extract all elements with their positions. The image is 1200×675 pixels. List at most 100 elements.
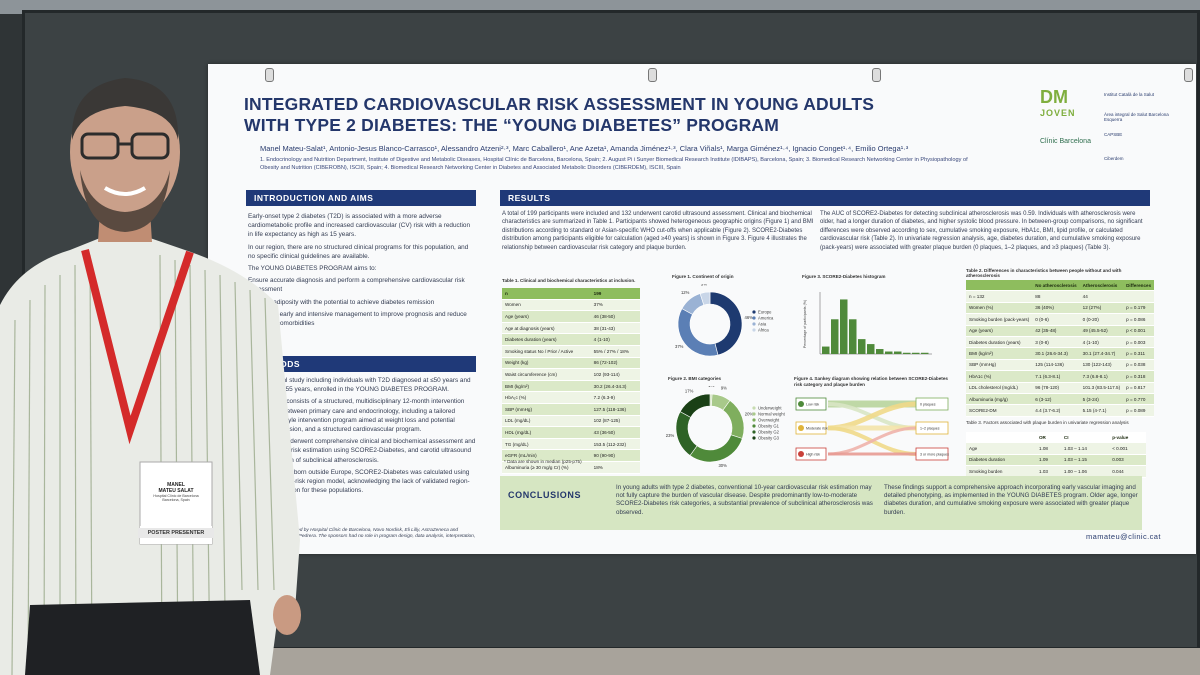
donut-slice xyxy=(675,411,698,456)
table-cell: 42 (35-48) xyxy=(1032,325,1080,337)
sankey-flow xyxy=(827,426,917,456)
table-cell: LDL (mg/dL) xyxy=(502,415,591,428)
legend-swatch xyxy=(752,436,756,440)
table-cell: 55% / 27% / 18% xyxy=(590,345,640,358)
histogram-bar xyxy=(867,344,875,354)
table-cell: BMI (kg/m²) xyxy=(502,380,591,393)
sankey-node-right xyxy=(915,447,949,461)
table-cell: Age xyxy=(966,442,1036,455)
figure3-histogram: Percentage of participants (%) xyxy=(803,292,932,355)
table-cell: HDL (mg/dL) xyxy=(502,426,591,439)
table-cell: 7.2 (6.3-9) xyxy=(590,391,640,404)
figure2-title: Figure 2. BMI categories xyxy=(668,376,722,381)
pushpin-icon xyxy=(265,68,274,82)
table-cell: 1.03 – 1.14 xyxy=(1060,442,1110,455)
dm-joven-subtitle: JOVEN xyxy=(1040,108,1076,118)
legend-label: Africa xyxy=(758,328,769,333)
slice-label: 1% xyxy=(708,386,714,388)
slice-label: 12% xyxy=(681,290,690,295)
table-row: BMI (kg/m²) 30.1 (26.6-34.3) 30.1 (27.4-34… xyxy=(966,347,1155,360)
slice-label: 46% xyxy=(744,315,753,320)
table-cell: Women (%) xyxy=(966,302,1033,315)
table-cell: Smoking burden (pack-years) xyxy=(966,313,1033,326)
histogram-bar xyxy=(858,339,866,354)
author-list: Manel Mateu-Salat¹, Antonio-Jesus Blanco… xyxy=(260,144,909,153)
table-row: Women (%) 36 (40%) 12 (27%) p = 0.179 xyxy=(966,302,1155,315)
table-cell: 49 (45.5-52) xyxy=(1079,325,1124,337)
table-row: SBP (mmHg) 125 (114-136) 130 (122-143) p = … xyxy=(966,359,1155,372)
sankey-node-left xyxy=(795,397,827,411)
table3-header-cell: OR xyxy=(1035,432,1061,444)
legend-swatch xyxy=(752,418,756,422)
table-cell: HbA₁c (%) xyxy=(502,391,591,404)
table-cell: 102 (87-125) xyxy=(590,415,640,428)
table-row: Age at diagnosis (years) 38 (31-43) xyxy=(502,322,640,335)
table-cell: Waist circumference (cm) xyxy=(502,368,591,381)
histogram-bar xyxy=(840,299,848,354)
sankey-node-left xyxy=(795,421,827,435)
table-row: HbA₁c (%) 7.2 (6.3-9) xyxy=(502,391,640,404)
legend-swatch xyxy=(752,328,756,332)
table-cell: p < 0.001 xyxy=(1123,325,1155,337)
risk-icon xyxy=(798,425,804,431)
slice-label: 20% xyxy=(745,411,754,416)
table-cell: Weight (kg) xyxy=(502,357,591,370)
legend-swatch xyxy=(752,322,756,326)
legend-label: Europe xyxy=(758,310,772,315)
table-cell: Age (years) xyxy=(502,310,591,323)
table-cell: 5 (3-24) xyxy=(1079,393,1124,406)
table-cell: Smoking status No / Prior / Active xyxy=(502,345,591,358)
risk-icon xyxy=(798,451,804,457)
poster-title: INTEGRATED CARDIOVASCULAR RISK ASSESSMEN… xyxy=(244,94,875,135)
table-cell: n = 132 xyxy=(966,290,1033,303)
results-text-1: A total of 199 participants were include… xyxy=(502,211,814,251)
table-row: Age 1.08 1.03 – 1.14 < 0.001 xyxy=(966,442,1146,455)
table-cell: Age (years) xyxy=(966,325,1033,337)
table-cell: 0 (0-6) xyxy=(1032,313,1080,326)
legend-label: Asia xyxy=(758,322,767,327)
table-cell: p = 0.003 xyxy=(1123,336,1155,349)
capsbe-logo: CAPSBE xyxy=(1104,132,1123,137)
table-cell: 18% xyxy=(590,461,640,474)
donut-slice xyxy=(677,308,719,357)
table-cell: Women xyxy=(502,299,591,312)
table-cell: 130 (122-143) xyxy=(1079,359,1124,372)
table-row: Smoking status No / Prior / Active 55% / … xyxy=(502,345,640,358)
badge-location: Barcelona, Spain xyxy=(162,498,190,502)
table-row: Women 37% xyxy=(502,299,640,312)
table-cell: 4 (1-10) xyxy=(1079,336,1124,349)
sankey-left-label: Moderate risk xyxy=(806,427,828,431)
institution-logos: DM JOVEN Clínic Barcelona Institut Catal… xyxy=(1038,86,1188,196)
table-cell: 90 (90-90) xyxy=(590,449,640,462)
histogram-bar xyxy=(831,319,839,354)
affiliations: 1. Endocrinology and Nutrition Departmen… xyxy=(260,157,968,171)
table-cell: 88 xyxy=(1032,290,1080,303)
conclusions-text-2: These findings support a comprehensive a… xyxy=(884,484,1138,516)
table-cell xyxy=(1123,290,1155,303)
table-cell: 5.15 (4-7.1) xyxy=(1079,404,1124,417)
sankey-right-label: 0 plaques xyxy=(920,403,936,407)
pushpin-icon xyxy=(648,68,657,82)
badge-organization: Hospital Clínic de Barcelona xyxy=(153,494,199,498)
table-cell: 127.5 (118-136) xyxy=(590,403,640,416)
table1-header-cell: n xyxy=(502,288,591,300)
scientific-poster: INTEGRATED CARDIOVASCULAR RISK ASSESSMEN… xyxy=(208,64,1196,554)
table-row: SBP (mmHg) 127.5 (118-136) xyxy=(502,403,640,416)
table-cell: 102 (93-114) xyxy=(590,368,640,381)
risk-icon xyxy=(798,401,804,407)
table-cell: 30.2 (26.4-34.3) xyxy=(590,380,640,393)
methods-text: Observational study including individual… xyxy=(248,377,476,495)
badge-last-name: MATEU SALAT xyxy=(158,488,194,494)
table-row: LDL cholesterol (mg/dL) 96 (78-120) 101.3 … xyxy=(966,382,1155,394)
table-cell: eGFR (mL/min) xyxy=(502,449,591,462)
table2-title: Table 2. Differences in characteristics … xyxy=(966,268,1122,278)
sankey-node-right xyxy=(915,421,949,435)
table-cell: 101.3 (83.5-117.5) xyxy=(1079,382,1124,394)
ciberdem-logo: Ciberdem xyxy=(1104,156,1124,161)
results-text-2: The AUC of SCORE2-Diabetes for detecting… xyxy=(820,211,1143,251)
histogram-bar xyxy=(849,319,857,354)
figure4-title: Figure 4. Sankey diagram showing relatio… xyxy=(794,376,948,387)
table-row: Waist circumference (cm) 102 (93-114) xyxy=(502,368,640,381)
donut-slice xyxy=(699,291,711,306)
